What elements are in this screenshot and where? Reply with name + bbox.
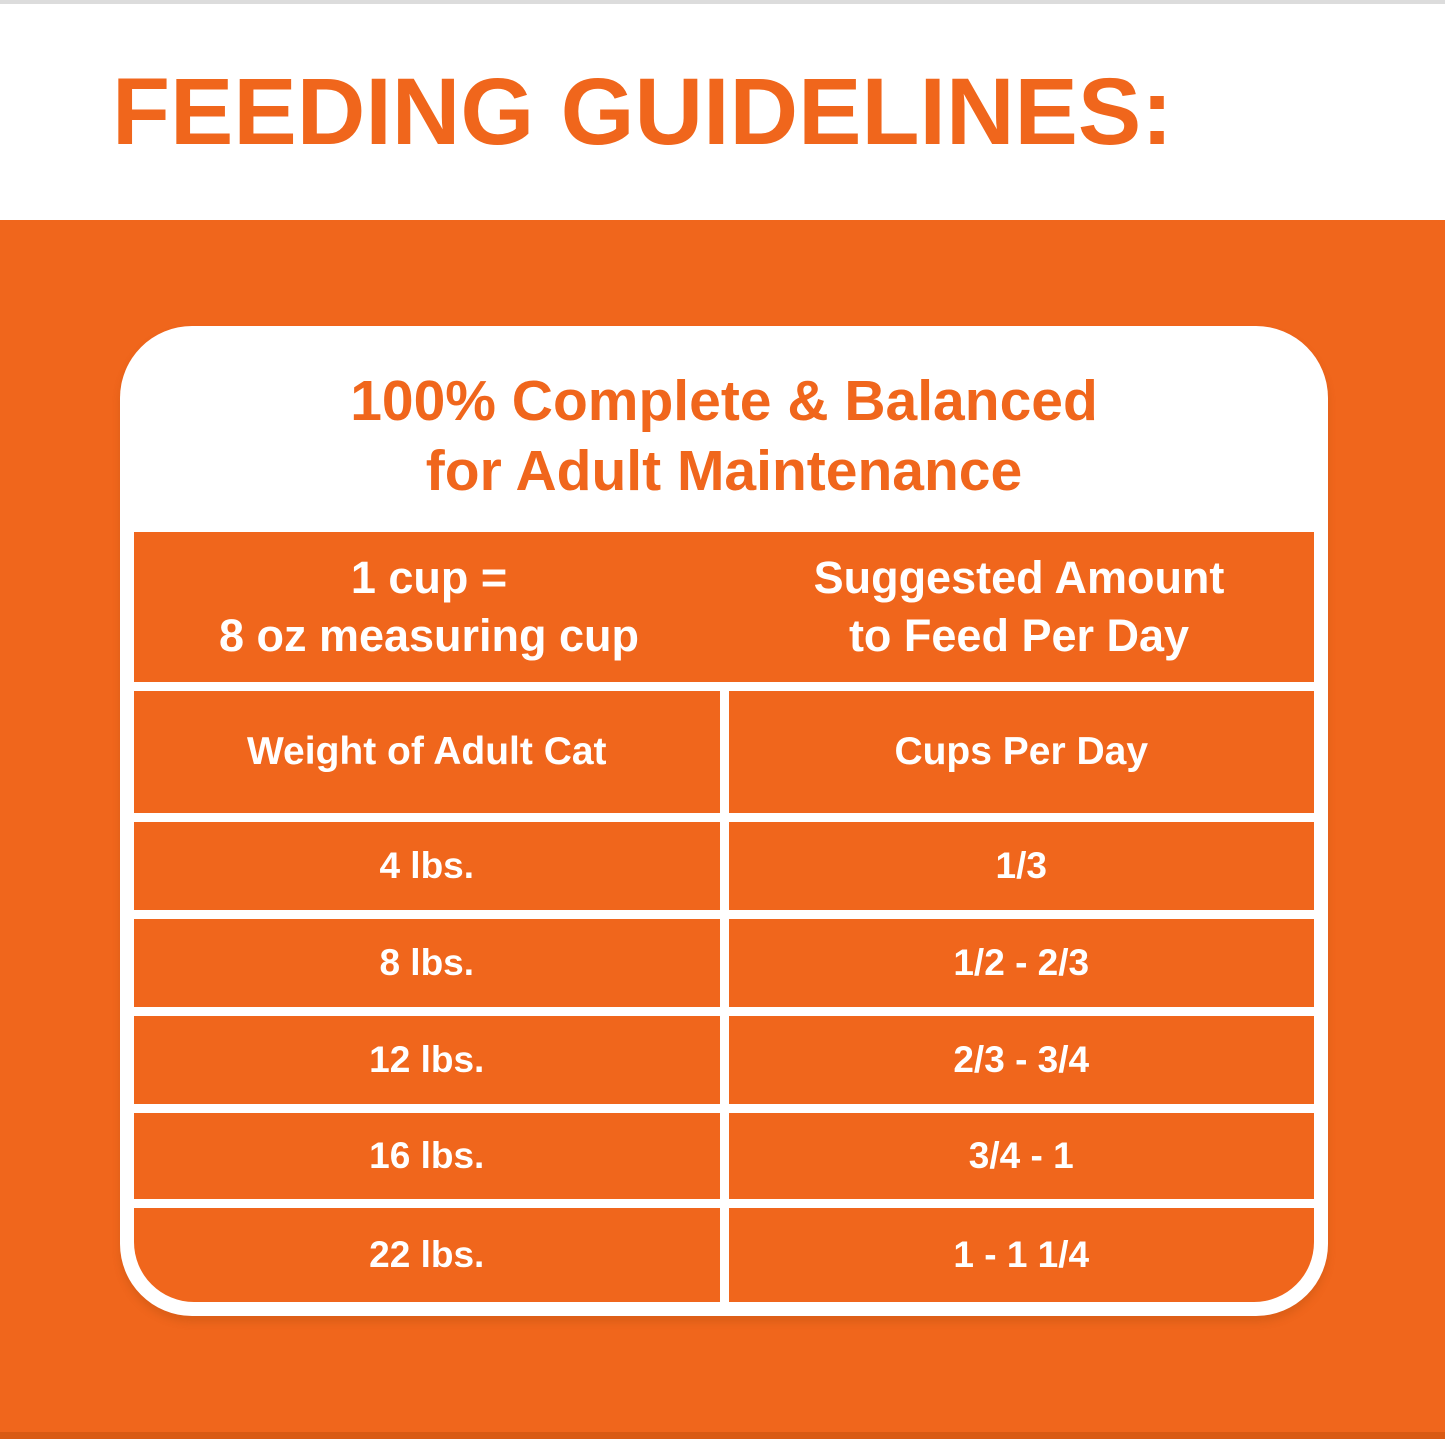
top-border-line [0, 0, 1445, 4]
page-title: FEEDING GUIDELINES: [112, 58, 1173, 165]
orange-background: 100% Complete & Balanced for Adult Maint… [0, 220, 1445, 1439]
column-header-weight: Weight of Adult Cat [134, 691, 720, 813]
cups-cell: 2/3 - 3/4 [728, 1016, 1314, 1104]
weight-cell: 8 lbs. [134, 919, 720, 1007]
suggested-amount-line1: Suggested Amount [813, 552, 1225, 603]
page-header: FEEDING GUIDELINES: [0, 4, 1445, 220]
cup-measure-info: 1 cup = 8 oz measuring cup [134, 549, 724, 665]
cups-cell: 1/2 - 2/3 [728, 919, 1314, 1007]
cup-measure-line2: 8 oz measuring cup [218, 610, 640, 661]
table-info-row: 1 cup = 8 oz measuring cup Suggested Amo… [134, 532, 1314, 682]
cups-cell: 3/4 - 1 [728, 1113, 1314, 1199]
card-heading: 100% Complete & Balanced for Adult Maint… [134, 340, 1314, 532]
card-heading-line1: 100% Complete & Balanced [350, 369, 1098, 433]
weight-cell: 12 lbs. [134, 1016, 720, 1104]
weight-cell: 16 lbs. [134, 1113, 720, 1199]
card-heading-line2: for Adult Maintenance [425, 439, 1023, 503]
suggested-amount-info: Suggested Amount to Feed Per Day [724, 549, 1314, 665]
cups-cell: 1/3 [728, 822, 1314, 910]
weight-cell: 4 lbs. [134, 822, 720, 910]
feeding-guidelines-card: 100% Complete & Balanced for Adult Maint… [120, 326, 1328, 1316]
weight-cell: 22 lbs. [134, 1208, 720, 1302]
bottom-edge-shadow [0, 1432, 1445, 1439]
column-header-cups: Cups Per Day [728, 691, 1314, 813]
suggested-amount-line2: to Feed Per Day [848, 610, 1190, 661]
feeding-table: 1 cup = 8 oz measuring cup Suggested Amo… [134, 532, 1314, 1302]
cup-measure-line1: 1 cup = [350, 552, 508, 603]
cups-cell: 1 - 1 1/4 [728, 1208, 1314, 1302]
